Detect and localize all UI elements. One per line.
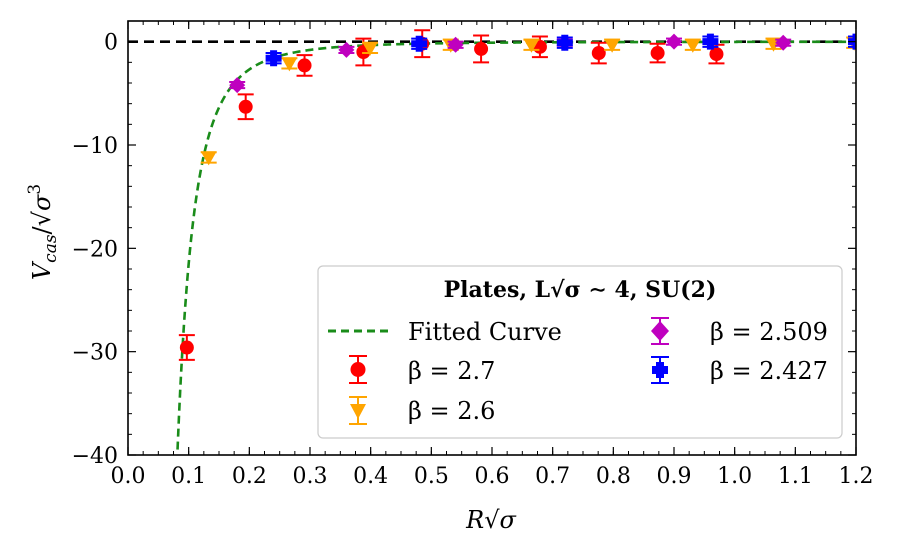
legend-beta-2.509-marker <box>651 317 669 345</box>
data-point <box>281 57 298 72</box>
legend-beta-2.509-label: β = 2.509 <box>710 318 828 346</box>
legend-beta-2.6-label: β = 2.6 <box>408 397 495 425</box>
svg-text:R√σ: R√σ <box>465 506 516 534</box>
x-tick-label: 0.5 <box>414 464 449 489</box>
data-point <box>684 38 701 53</box>
legend-beta-2.7-marker <box>349 355 367 384</box>
data-point <box>650 46 665 61</box>
data-point <box>447 36 464 53</box>
plot-frame <box>127 20 857 456</box>
data-point <box>229 77 246 94</box>
y-tick-label: −30 <box>72 341 118 366</box>
legend: Plates, L√σ ∼ 4, SU(2) Fitted Curve β = … <box>317 265 843 439</box>
y-tick-label: −40 <box>72 444 118 469</box>
x-tick-label: 0.9 <box>657 464 692 489</box>
axis-ticks: 0.0 0.1 0.2 0.3 0.4 0.5 0.6 0.7 0.8 0.9 1.0 1.1 1.2 0… <box>72 20 874 489</box>
y-tick-label: −20 <box>72 237 118 262</box>
data-point <box>297 58 312 73</box>
data-point <box>523 38 540 53</box>
x-axis-label: R√σ <box>465 506 516 534</box>
data-point <box>474 41 489 56</box>
plot-area <box>128 29 856 455</box>
data-point <box>411 35 428 52</box>
x-tick-label: 0.0 <box>111 464 146 489</box>
data-point <box>265 50 282 67</box>
legend-beta-2.6-marker <box>349 396 367 425</box>
data-point <box>666 33 682 50</box>
legend-beta-2.427-marker <box>651 356 669 384</box>
legend-title: Plates, L√σ ∼ 4, SU(2) <box>444 277 717 303</box>
x-tick-label: 0.8 <box>596 464 631 489</box>
x-tick-label: 0.6 <box>475 464 510 489</box>
x-tick-label: 0.1 <box>171 464 206 489</box>
legend-fit-label: Fitted Curve <box>408 318 562 346</box>
svg-text:Vcas/√σ3: Vcas/√σ3 <box>25 184 61 280</box>
x-tick-label: 0.4 <box>353 464 388 489</box>
x-tick-label: 1.0 <box>717 464 752 489</box>
data-point <box>591 46 606 61</box>
data-point <box>238 99 253 114</box>
x-tick-label: 0.2 <box>232 464 267 489</box>
data-point <box>338 41 355 58</box>
x-tick-label: 0.3 <box>293 464 328 489</box>
legend-box <box>317 265 843 439</box>
x-tick-label: 1.1 <box>778 464 813 489</box>
data-point <box>556 34 573 51</box>
data-point <box>179 340 194 355</box>
y-tick-label: −10 <box>72 134 118 159</box>
data-point <box>709 47 724 62</box>
legend-beta-2.7-label: β = 2.7 <box>408 357 495 385</box>
data-point <box>200 151 217 166</box>
fitted-curve <box>176 40 855 455</box>
x-tick-label: 1.2 <box>839 464 874 489</box>
y-axis-label: Vcas/√σ3 <box>25 184 61 280</box>
data-point <box>604 38 621 53</box>
data-point <box>362 41 379 56</box>
data-point <box>702 33 719 50</box>
x-tick-label: 0.7 <box>535 464 570 489</box>
data-point <box>775 34 792 51</box>
y-tick-label: 0 <box>104 31 118 56</box>
legend-beta-2.427-label: β = 2.427 <box>710 357 828 385</box>
series-plus <box>265 33 856 67</box>
